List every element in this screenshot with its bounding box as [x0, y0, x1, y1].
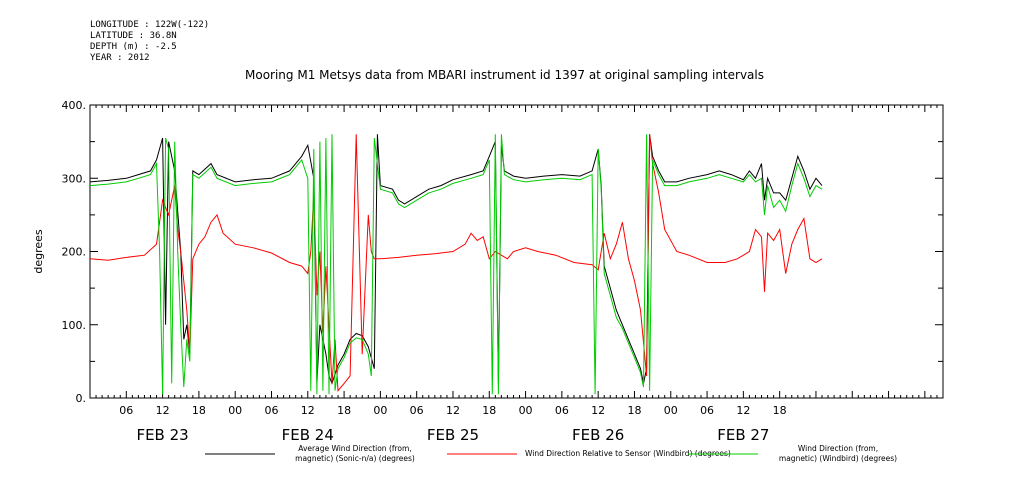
x-tick-label: 18	[337, 404, 351, 417]
y-tick-label: 200.	[62, 246, 87, 259]
longitude-label: LONGITUDE : 122W(-122)	[90, 20, 210, 30]
x-tick-label: 06	[555, 404, 569, 417]
day-label: FEB 23	[136, 426, 188, 444]
chart-title: Mooring M1 Metsys data from MBARI instru…	[245, 68, 764, 82]
day-label: FEB 27	[717, 426, 769, 444]
series-line-1	[89, 134, 823, 385]
x-tick-label: 06	[700, 404, 714, 417]
legend-label-1: magnetic) (Sonic-n/a) (degrees)	[295, 454, 415, 463]
year-label: YEAR : 2012	[90, 53, 150, 63]
x-tick-label: 00	[228, 404, 242, 417]
depth-label: DEPTH (m) : -2.5	[90, 42, 177, 52]
day-label: FEB 26	[572, 426, 624, 444]
plot-frame	[89, 104, 944, 399]
x-tick-label: 18	[192, 404, 206, 417]
x-tick-label: 06	[410, 404, 424, 417]
y-axis-label: degrees	[32, 229, 45, 274]
x-tick-label: 06	[119, 404, 133, 417]
y-tick-label: 300.	[62, 172, 87, 185]
metadata-block: LONGITUDE : 122W(-122) LATITUDE : 36.8N …	[90, 20, 209, 64]
series-line-3	[89, 134, 823, 395]
x-tick-label: 18	[627, 404, 641, 417]
x-tick-label: 00	[664, 404, 678, 417]
x-tick-label: 12	[301, 404, 315, 417]
x-tick-label: 12	[736, 404, 750, 417]
x-tick-label: 00	[519, 404, 533, 417]
legend-label-3: magnetic) (Windbird) (degrees)	[779, 454, 897, 463]
y-tick-label: 0.	[76, 392, 87, 405]
latitude-label: LATITUDE : 36.8N	[90, 31, 177, 41]
legend-label-2: Wind Direction Relative to Sensor (Windb…	[525, 449, 731, 458]
day-label: FEB 25	[427, 426, 479, 444]
y-tick-label: 100.	[62, 319, 87, 332]
x-tick-label: 12	[156, 404, 170, 417]
x-tick-label: 18	[773, 404, 787, 417]
y-tick-label: 400.	[62, 99, 87, 112]
x-tick-label: 12	[591, 404, 605, 417]
day-label: FEB 24	[282, 426, 334, 444]
legend-label-1: Average Wind Direction (from,	[298, 444, 411, 453]
x-tick-label: 12	[446, 404, 460, 417]
legend-label-3: Wind Direction (from,	[798, 444, 878, 453]
x-tick-label: 18	[482, 404, 496, 417]
x-tick-label: 00	[373, 404, 387, 417]
x-tick-label: 06	[264, 404, 278, 417]
series-line-2	[89, 134, 823, 392]
